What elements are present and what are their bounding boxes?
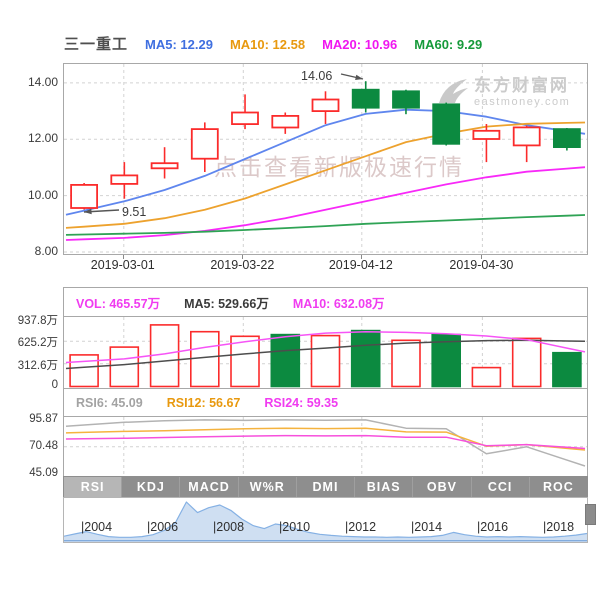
timeline-year-label: |2006 [147, 520, 179, 534]
timeline-year-label: |2014 [411, 520, 443, 534]
x-axis-tick [242, 255, 244, 259]
x-axis-tick [122, 255, 124, 259]
volma10-legend: MA10: 632.08万 [292, 296, 385, 311]
timeline-line [64, 501, 587, 538]
tab-macd[interactable]: MACD [180, 477, 239, 497]
volma5-line [65, 339, 586, 370]
timeline-year-label: |2018 [543, 520, 575, 534]
y-axis-label: 10.00 [27, 187, 58, 202]
volume-axis-label: 625.2万 [17, 337, 58, 350]
timeline-year-label: |2004 [81, 520, 113, 534]
tab-cci[interactable]: CCI [471, 477, 530, 497]
stock-name: 三一重工 [64, 36, 129, 53]
vol-legend: VOL: 465.57万 [76, 296, 161, 311]
timeline-canvas [64, 501, 587, 542]
x-axis-date-label: 2019-03-22 [210, 258, 275, 272]
ma5-legend: MA5: 12.29 [145, 37, 213, 52]
x-axis-date-label: 2019-03-01 [90, 258, 155, 272]
rsi24-line [65, 434, 586, 450]
volume-axis-label: 312.6万 [17, 359, 58, 372]
y-axis-label: 8.00 [34, 244, 58, 259]
volma5-legend: MA5: 529.66万 [184, 296, 269, 311]
chart-header: 三一重工 MA5: 12.29 MA10: 12.58 MA20: 10.96 … [64, 33, 482, 54]
eastmoney-logo: 东方财富网 eastmoney.com [436, 76, 570, 109]
tab-obv[interactable]: OBV [413, 477, 472, 497]
price-annotation: 14.06 [301, 69, 364, 83]
ma10-line [65, 121, 586, 229]
rsi6-legend: RSI6: 45.09 [76, 395, 143, 410]
x-axis-date-label: 2019-04-12 [328, 258, 393, 272]
eastmoney-brand-text: 东方财富网 [474, 76, 569, 95]
indicator-tab-bar: RSI KDJ MACD W%R DMI BIAS OBV CCI ROC [63, 476, 588, 498]
x-axis-tick [481, 255, 483, 259]
ma60-legend: MA60: 9.29 [414, 37, 483, 52]
timeline-area [64, 502, 587, 540]
x-axis-tick [360, 255, 362, 259]
eastmoney-logo-icon [439, 79, 468, 103]
timeline-year-label: |2010 [279, 520, 311, 534]
x-axis-date-label: 2019-04-30 [449, 258, 514, 272]
tab-rsi[interactable]: RSI [64, 477, 123, 497]
rsi6-line [65, 419, 586, 467]
tab-dmi[interactable]: DMI [296, 477, 356, 497]
main-chart-canvas: 14.06 9.51 [64, 64, 587, 254]
timeline-slider-handle[interactable] [585, 504, 596, 525]
volume-axis-label: 937.8万 [17, 315, 58, 327]
volume-bars-group [69, 324, 582, 388]
tab-bias[interactable]: BIAS [355, 477, 414, 497]
volma10-line [65, 331, 586, 364]
rsi-pane [63, 416, 588, 477]
rsi-axis-label: 70.48 [29, 439, 58, 452]
tab-w-r[interactable]: W%R [238, 477, 297, 497]
rsi-axis-label: 45.09 [29, 466, 58, 479]
ma10-legend: MA10: 12.58 [229, 37, 306, 52]
ma5-line [65, 108, 586, 216]
timeline-pane: |2004 |2006 |2008 |2010 |2012 |2014 |2016 |2018 [63, 497, 596, 543]
promo-watermark-text[interactable]: 点击查看新版极速行情 [214, 154, 464, 180]
volume-header: VOL: 465.57万 MA5: 529.66万 MA10: 632.08万 [63, 287, 588, 317]
volume-axis-label: 0 [51, 379, 58, 391]
rsi12-legend: RSI12: 56.67 [166, 395, 241, 410]
timeline-year-label: |2008 [213, 520, 245, 534]
y-axis-label: 12.00 [27, 131, 58, 146]
tab-roc[interactable]: ROC [529, 477, 587, 497]
rsi-header: RSI6: 45.09 RSI12: 56.67 RSI24: 59.35 [63, 388, 588, 417]
eastmoney-domain-text: eastmoney.com [474, 96, 571, 108]
candlestick-pane: 点击查看新版极速行情 东方财富网 eastmoney.com 14.06 9.51 [63, 63, 588, 255]
volume-pane [63, 316, 588, 389]
volume-canvas [64, 317, 587, 388]
timeline-year-label: |2016 [477, 520, 509, 534]
price-annotation: 9.51 [83, 205, 146, 219]
ma60-line [65, 214, 586, 236]
timeline-year-label: |2012 [345, 520, 377, 534]
svg-text:9.51: 9.51 [122, 205, 146, 219]
svg-text:14.06: 14.06 [301, 69, 332, 83]
y-axis-label: 14.00 [27, 74, 58, 89]
rsi-axis-label: 95.87 [29, 412, 58, 425]
tab-kdj[interactable]: KDJ [122, 477, 181, 497]
rsi-canvas [64, 417, 587, 476]
ma20-line [65, 166, 586, 241]
candles-group [70, 81, 581, 210]
rsi24-legend: RSI24: 59.35 [264, 395, 339, 410]
ma20-legend: MA20: 10.96 [322, 37, 398, 52]
